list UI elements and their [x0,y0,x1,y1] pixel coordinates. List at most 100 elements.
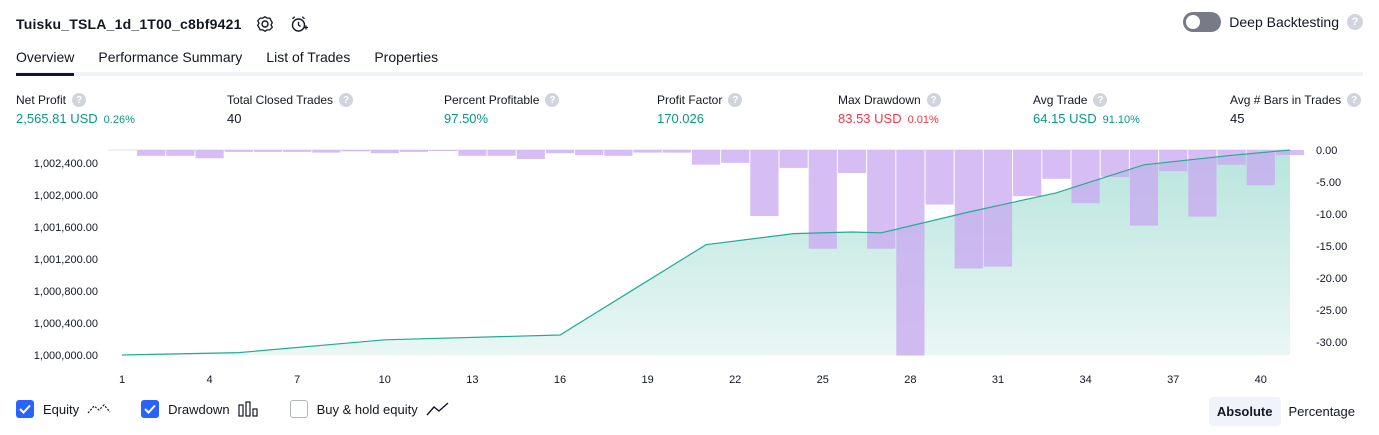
metric-value: 170.026 [657,111,704,126]
drawdown-bar [166,150,195,156]
left-axis-tick-label: 1,000,800.00 [34,286,98,298]
drawdown-checkbox[interactable] [141,400,160,418]
drawdown-bar [195,150,224,159]
tab-overview[interactable]: Overview [16,44,75,76]
legend-drawdown[interactable]: Drawdown [141,400,259,418]
drawdown-bar [1071,150,1100,204]
x-axis-tick-label: 4 [207,374,213,386]
deep-backtesting-toggle[interactable] [1183,12,1222,32]
drawdown-bar [1217,150,1246,165]
metric-total-closed-trades: Total Closed Trades? 40 [227,93,354,126]
drawdown-bar [575,150,604,156]
tab-performance-summary[interactable]: Performance Summary [98,49,243,65]
drawdown-bar [837,150,867,174]
metric-label: Max Drawdown [838,93,921,107]
drawdown-bar [633,150,662,153]
info-icon[interactable]: ? [926,93,941,107]
percentage-mode-button[interactable]: Percentage [1288,404,1356,419]
absolute-mode-button[interactable]: Absolute [1208,397,1281,426]
drawdown-bar [896,150,925,356]
right-axis-tick-label: -20.00 [1316,273,1347,285]
drawdown-bar [750,150,779,216]
right-axis-tick-label: 0.00 [1316,145,1337,157]
drawdown-bar [721,150,750,163]
left-axis-tick-label: 1,000,400.00 [34,318,98,330]
drawdown-bar [137,150,166,156]
metric-profit-factor: Profit Factor? 170.026 [657,93,743,126]
drawdown-bar [1042,150,1071,179]
drawdown-bar [779,150,808,168]
equity-line-icon [87,401,111,417]
deep-backtesting-control: Deep Backtesting ? [1183,12,1363,32]
drawdown-bar [1275,150,1305,156]
tab-list-of-trades[interactable]: List of Trades [266,49,351,65]
buy-hold-checkbox[interactable] [289,400,308,418]
right-axis-tick-label: -30.00 [1316,337,1347,349]
drawdown-bar [429,150,458,151]
chart-legend: Equity Drawdown Buy & hold equity [16,400,480,418]
left-axis-tick-label: 1,002,400.00 [34,158,98,170]
info-icon[interactable]: ? [339,93,354,107]
report-header: Tuisku_TSLA_1d_1T00_c8bf9421 [16,10,310,38]
metric-value: 83.53 USD [838,111,902,126]
report-tabs: Overview Performance Summary List of Tra… [16,44,1363,76]
info-icon[interactable]: ? [728,93,743,107]
metric-value: 97.50% [444,111,489,126]
drawdown-bar [925,150,954,205]
metric-label: Percent Profitable [444,93,540,107]
settings-gear-icon[interactable] [254,13,276,35]
legend-buy-hold-equity[interactable]: Buy & hold equity [289,400,450,418]
drawdown-bar [1129,150,1159,226]
info-icon[interactable]: ? [545,93,560,107]
info-icon[interactable]: ? [1093,93,1108,107]
x-axis-tick-label: 7 [294,374,300,386]
legend-label: Buy & hold equity [316,401,418,417]
legend-equity[interactable]: Equity [16,400,111,418]
x-axis-tick-label: 1 [119,374,125,386]
x-axis-tick-label: 40 [1255,374,1267,386]
drawdown-bar [662,150,691,153]
help-icon[interactable]: ? [1347,14,1363,30]
deep-backtesting-label: Deep Backtesting [1229,14,1339,30]
x-axis-tick-label: 37 [1167,374,1179,386]
drawdown-bar [458,150,487,156]
value-mode-switch: Absolute Percentage [1208,397,1363,426]
drawdown-bars-icon [237,401,260,417]
info-icon[interactable]: ? [1347,93,1362,107]
drawdown-bar [370,150,399,154]
drawdown-bar [516,150,545,159]
metric-value: 2,565.81 USD [16,111,98,126]
drawdown-bar [1246,150,1275,186]
x-axis-tick-label: 31 [992,374,1004,386]
drawdown-bar [954,150,983,269]
right-axis-tick-label: -5.00 [1316,177,1341,189]
toggle-knob [1186,15,1201,29]
drawdown-bar [808,150,837,249]
x-axis-tick-label: 34 [1079,374,1091,386]
right-axis-tick-label: -10.00 [1316,209,1347,221]
metric-percent: 0.01% [907,114,939,126]
left-axis-tick-label: 1,001,200.00 [34,254,98,266]
left-axis-tick-label: 1,000,000.00 [34,350,98,362]
metric-label: Net Profit [16,93,67,107]
alarm-clock-add-icon[interactable] [288,13,310,35]
metric-percent: 0.26% [103,114,135,126]
tab-properties[interactable]: Properties [374,49,439,65]
x-axis-tick-label: 25 [817,374,829,386]
drawdown-bar [283,150,312,152]
drawdown-bar [1188,150,1217,217]
x-axis-tick-label: 16 [554,374,566,386]
drawdown-bar [545,150,575,154]
metric-value: 45 [1230,111,1245,126]
drawdown-bar [867,150,896,249]
info-icon[interactable]: ? [72,93,87,107]
metrics-row: Net Profit? 2,565.81 USD 0.26% Total Clos… [16,93,1363,133]
x-axis-tick-label: 19 [641,374,653,386]
buy-hold-line-icon [426,401,450,417]
drawdown-bar [341,150,370,152]
metric-label: Profit Factor [657,93,723,107]
metric-label: Avg # Bars in Trades [1230,93,1342,107]
equity-checkbox[interactable] [16,400,34,418]
strategy-title: Tuisku_TSLA_1d_1T00_c8bf9421 [16,16,242,32]
drawdown-bar [983,150,1013,267]
